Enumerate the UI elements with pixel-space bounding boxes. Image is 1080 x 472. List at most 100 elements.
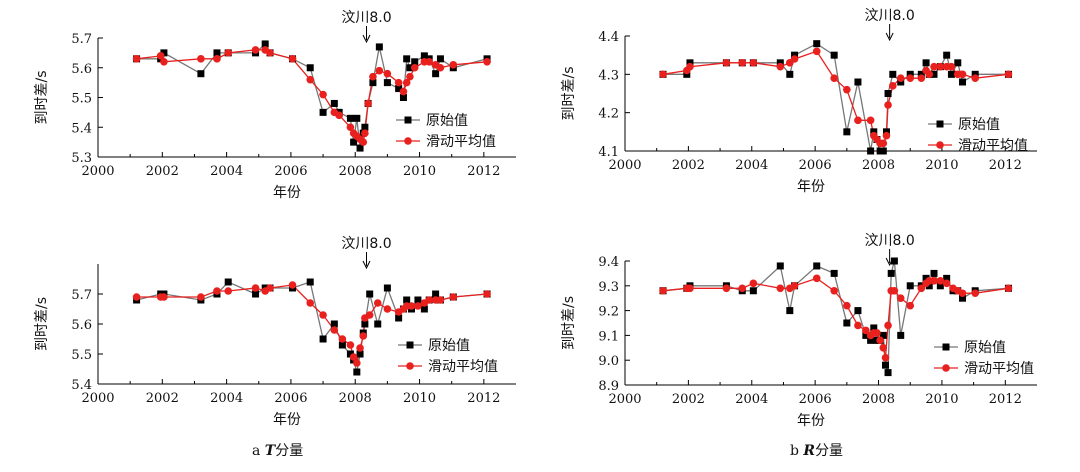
data-point-smooth	[483, 58, 491, 66]
data-point-raw	[854, 78, 862, 86]
data-point-raw	[319, 108, 327, 116]
data-point-raw	[395, 85, 403, 93]
data-point-smooth	[160, 58, 168, 66]
data-point-smooth	[854, 321, 862, 330]
data-point-smooth	[862, 326, 870, 335]
y-tick-label: 4.1	[598, 145, 619, 160]
data-point-raw	[830, 269, 838, 277]
data-point-smooth	[917, 74, 926, 82]
annotation-label: 汶川8.0	[864, 232, 914, 249]
data-point-smooth	[722, 59, 731, 67]
data-point-smooth	[854, 116, 862, 125]
data-point-raw	[356, 144, 364, 152]
data-point-raw	[943, 51, 951, 59]
annotation-arrow-head	[885, 32, 894, 42]
data-point-smooth	[160, 293, 168, 301]
data-point-smooth	[410, 63, 419, 72]
data-point-smooth	[266, 49, 274, 57]
data-point-raw	[791, 51, 799, 59]
legend-label-smooth: 滑动平均值	[426, 133, 496, 150]
data-point-smooth	[876, 336, 884, 345]
legend-marker-smooth	[942, 364, 950, 372]
data-point-smooth	[449, 60, 458, 69]
data-point-smooth	[406, 72, 414, 81]
data-point-raw	[786, 307, 794, 315]
series-line-raw	[662, 260, 1009, 373]
data-point-smooth	[425, 58, 433, 66]
annotation-arrow-head	[885, 257, 894, 267]
legend-label-smooth: 滑动平均值	[958, 137, 1028, 154]
data-point-raw	[882, 361, 890, 369]
x-axis-label: 年份	[797, 413, 825, 429]
data-point-raw	[346, 350, 354, 358]
data-point-raw	[160, 49, 168, 57]
data-point-raw	[862, 331, 870, 339]
data-point-raw	[432, 290, 440, 298]
y-axis-label: 到时差/s	[34, 297, 50, 351]
data-point-smooth	[971, 289, 979, 298]
data-point-raw	[897, 331, 905, 339]
data-point-smooth	[436, 296, 445, 304]
x-tick-label: 2002	[146, 391, 179, 406]
x-tick-label: 2004	[735, 158, 768, 173]
chart-panel-t-top: 2000 2002 2004 2006 2008 2010 2012 5.3 5.4 5.5 5.6…	[34, 9, 516, 201]
y-tick-label: 4.2	[598, 107, 619, 122]
legend-marker-raw	[406, 341, 414, 349]
data-point-raw	[947, 70, 955, 78]
legend-label-raw: 原始值	[964, 340, 1006, 356]
data-point-smooth	[394, 78, 403, 87]
data-point-smooth	[958, 70, 967, 79]
data-point-raw	[338, 341, 346, 349]
data-point-smooth	[1004, 70, 1013, 79]
data-point-raw	[879, 147, 887, 155]
data-point-smooth	[224, 287, 233, 295]
data-point-smooth	[971, 74, 979, 82]
chart-panel-t-bottom: 2000 2002 2004 2006 2008 2010 2012 5.4 5.5 5.6 5.7…	[34, 235, 516, 428]
data-point-raw	[686, 59, 694, 67]
legend-label-smooth: 滑动平均值	[428, 358, 498, 375]
data-point-raw	[917, 70, 925, 78]
data-point-smooth	[349, 353, 358, 361]
chart-panel-r-top: 2000 2002 2004 2006 2008 2010 2012 4.1 4.2 4.3 4.4…	[561, 7, 1037, 195]
y-axis-label: 到时差/s	[561, 66, 577, 120]
x-tick-label: 2010	[925, 158, 958, 173]
data-point-raw	[813, 262, 821, 270]
data-point-smooth	[361, 129, 369, 137]
data-point-smooth	[383, 305, 392, 313]
data-point-smooth	[251, 46, 260, 54]
data-point-smooth	[936, 277, 945, 285]
data-point-raw	[374, 320, 382, 328]
data-point-raw	[887, 269, 895, 277]
annotation-label: 汶川8.0	[341, 9, 391, 26]
data-point-raw	[882, 128, 890, 136]
data-point-smooth	[738, 59, 747, 67]
chart-panel-r-bottom: 2000 2002 2004 2006 2008 2010 2012 8.9 9.0 9.1 9.2…	[561, 232, 1037, 429]
data-point-raw	[843, 319, 851, 327]
data-point-raw	[306, 278, 314, 286]
data-point-smooth	[749, 59, 758, 67]
data-point-smooth	[414, 302, 422, 310]
data-point-raw	[925, 282, 933, 290]
data-point-raw	[213, 49, 221, 57]
data-point-smooth	[917, 284, 926, 293]
data-point-smooth	[942, 279, 951, 288]
data-point-smooth	[776, 62, 785, 71]
legend-marker-smooth	[406, 362, 414, 370]
data-point-smooth	[399, 87, 408, 96]
annotation-label: 汶川8.0	[864, 7, 914, 24]
data-point-raw	[353, 114, 361, 122]
x-tick-label: 2010	[403, 391, 436, 406]
data-point-raw	[776, 262, 784, 270]
data-point-raw	[369, 79, 377, 87]
x-tick-label: 2004	[735, 392, 768, 407]
data-point-raw	[897, 78, 905, 86]
data-point-raw	[224, 278, 232, 286]
data-point-smooth	[156, 52, 165, 60]
data-point-smooth	[373, 299, 382, 307]
data-point-smooth	[925, 70, 934, 79]
data-point-smooth	[843, 301, 851, 310]
data-point-raw	[971, 70, 979, 78]
data-point-raw	[959, 294, 967, 302]
y-tick-label: 5.6	[71, 62, 92, 77]
